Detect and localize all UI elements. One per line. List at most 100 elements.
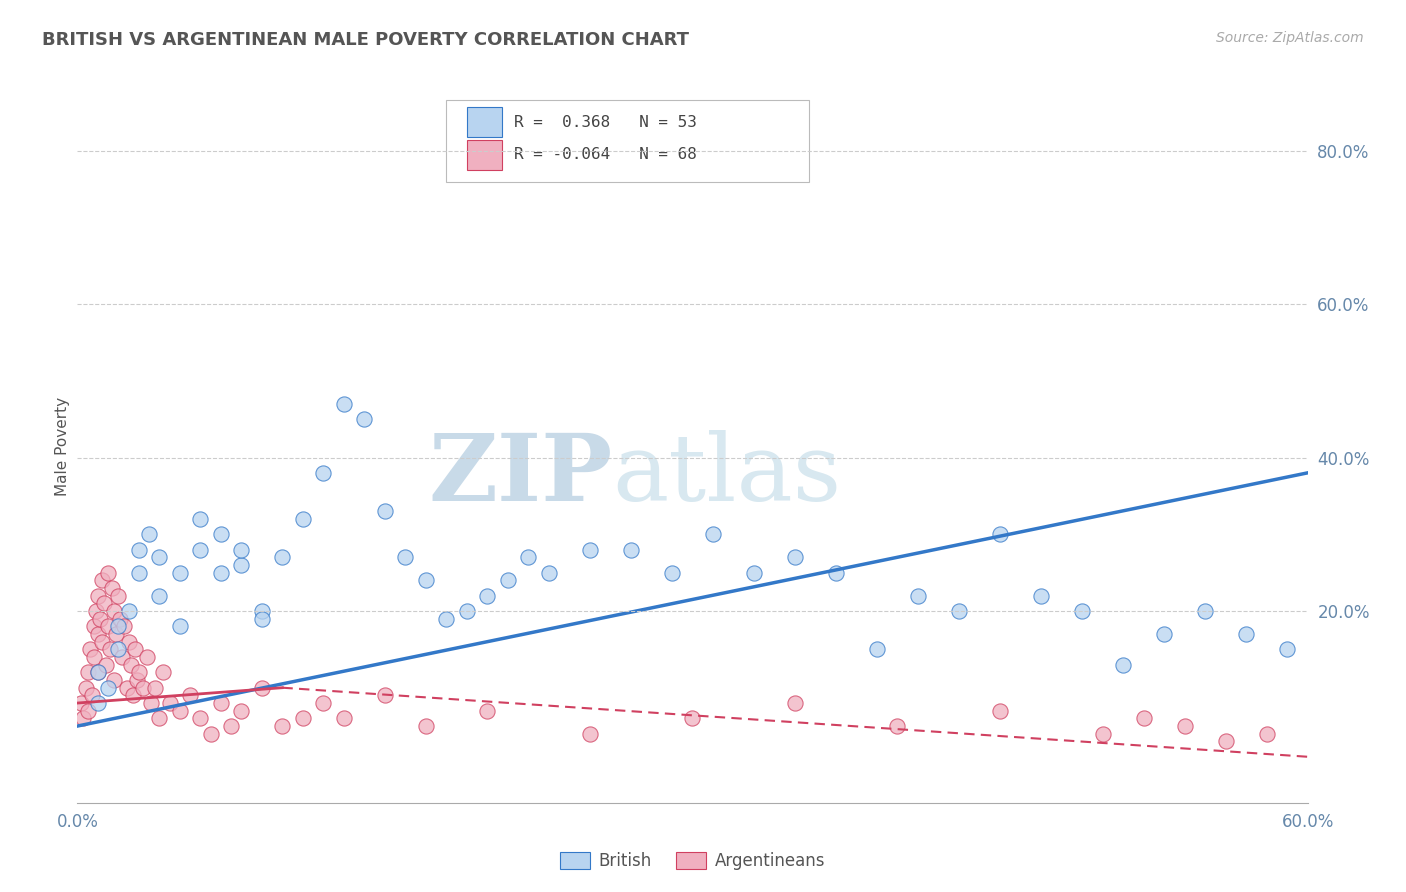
Point (886, 719, 908, 733)
Point (948, 604, 970, 618)
Point (1215, 734, 1237, 748)
Point (1275, 642, 1298, 657)
Point (138, 527, 160, 541)
Point (537, 566, 560, 580)
Point (75, 681, 97, 695)
Text: R =  0.368   N = 53: R = 0.368 N = 53 (515, 114, 697, 129)
Point (436, 612, 458, 626)
Point (87, 589, 110, 603)
Point (517, 550, 540, 565)
Point (120, 657, 142, 672)
Point (87, 665, 110, 680)
Point (103, 604, 125, 618)
Point (1132, 711, 1154, 725)
Text: BRITISH VS ARGENTINEAN MALE POVERTY CORRELATION CHART: BRITISH VS ARGENTINEAN MALE POVERTY CORR… (42, 31, 689, 49)
Point (98, 642, 121, 657)
Point (80, 689, 103, 703)
Point (1194, 604, 1216, 618)
Point (90, 634, 114, 648)
Point (179, 689, 201, 703)
Point (291, 711, 314, 725)
Point (702, 527, 724, 541)
Point (312, 696, 335, 710)
Point (415, 574, 437, 588)
Point (682, 711, 704, 725)
Text: ZIP: ZIP (429, 430, 613, 519)
Point (231, 558, 253, 572)
Text: atlas: atlas (613, 430, 842, 519)
Point (125, 673, 148, 687)
Point (312, 466, 335, 480)
Point (76, 665, 98, 680)
Point (661, 566, 683, 580)
Point (128, 566, 150, 580)
Point (783, 550, 806, 565)
Point (70, 696, 93, 710)
Point (89, 612, 111, 626)
Point (121, 689, 143, 703)
Point (94, 657, 117, 672)
Point (87, 665, 110, 680)
Point (333, 397, 356, 411)
Point (231, 542, 253, 557)
Point (1029, 589, 1052, 603)
Point (105, 627, 128, 641)
Point (117, 634, 139, 648)
Point (128, 542, 150, 557)
Point (83, 650, 105, 665)
Point (128, 665, 150, 680)
Point (1234, 627, 1257, 641)
Point (115, 681, 138, 695)
Point (353, 412, 375, 426)
Point (374, 689, 396, 703)
Point (271, 550, 294, 565)
Point (103, 673, 125, 687)
Point (117, 604, 139, 618)
Point (90, 574, 114, 588)
Point (141, 696, 163, 710)
Point (271, 719, 294, 733)
Point (169, 566, 191, 580)
Point (456, 604, 478, 618)
Point (988, 704, 1011, 718)
Point (620, 542, 643, 557)
Point (291, 512, 314, 526)
Point (579, 727, 602, 741)
Point (188, 711, 212, 725)
Point (1174, 719, 1197, 733)
Point (783, 696, 806, 710)
Point (114, 619, 136, 633)
Point (76, 704, 98, 718)
Point (374, 504, 396, 518)
Point (97, 566, 120, 580)
Point (159, 696, 181, 710)
Point (97, 619, 120, 633)
Point (209, 566, 232, 580)
Point (87, 696, 110, 710)
Point (136, 650, 159, 665)
Point (107, 589, 129, 603)
Point (415, 719, 437, 733)
Point (169, 619, 191, 633)
Point (742, 566, 765, 580)
Point (124, 642, 146, 657)
Point (72, 711, 94, 725)
Point (1112, 657, 1135, 672)
Point (477, 704, 499, 718)
Point (84, 604, 107, 618)
Point (110, 612, 132, 626)
Point (1256, 727, 1278, 741)
Point (169, 704, 191, 718)
Point (1153, 627, 1175, 641)
Point (87, 627, 110, 641)
Point (988, 527, 1011, 541)
Point (188, 542, 212, 557)
Point (250, 612, 273, 626)
Point (209, 696, 232, 710)
Point (477, 589, 499, 603)
Point (111, 650, 134, 665)
FancyBboxPatch shape (467, 140, 502, 169)
Text: Source: ZipAtlas.com: Source: ZipAtlas.com (1216, 31, 1364, 45)
Point (148, 711, 170, 725)
Point (152, 665, 174, 680)
